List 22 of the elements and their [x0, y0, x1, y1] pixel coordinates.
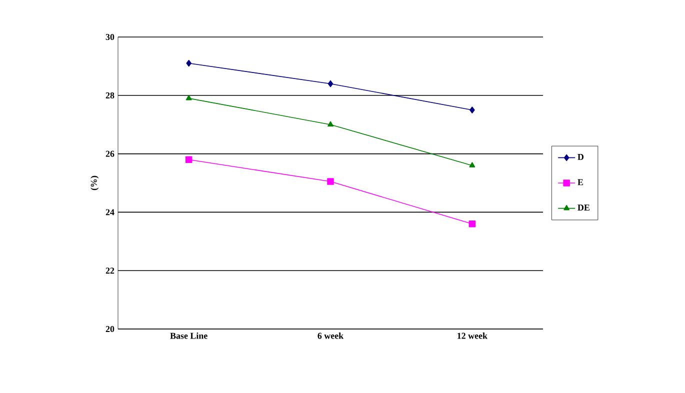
point: [469, 162, 476, 168]
legend-label: DE: [578, 204, 590, 210]
point: [328, 80, 334, 88]
y-tick-label: 28: [106, 92, 114, 98]
y-tick-label: 26: [106, 150, 114, 157]
point: [186, 60, 192, 67]
y-tick-label: 22: [106, 268, 114, 274]
legend-label: E: [578, 179, 583, 186]
legend-label: D: [578, 154, 584, 160]
point: [470, 106, 475, 114]
point: [328, 121, 334, 126]
x-tick-label: Base Line: [170, 332, 208, 339]
point: [327, 178, 334, 185]
x-tick-label: 12 week: [458, 332, 488, 339]
y-tick-label: 24: [106, 209, 114, 216]
y-tick-label: 20: [106, 326, 114, 332]
y-tick-label: 30: [106, 34, 114, 40]
point: [468, 220, 476, 228]
x-tick-label: 6 week: [318, 332, 344, 339]
point: [185, 156, 192, 164]
point: [186, 94, 192, 100]
y-axis-title: (%): [90, 176, 99, 190]
